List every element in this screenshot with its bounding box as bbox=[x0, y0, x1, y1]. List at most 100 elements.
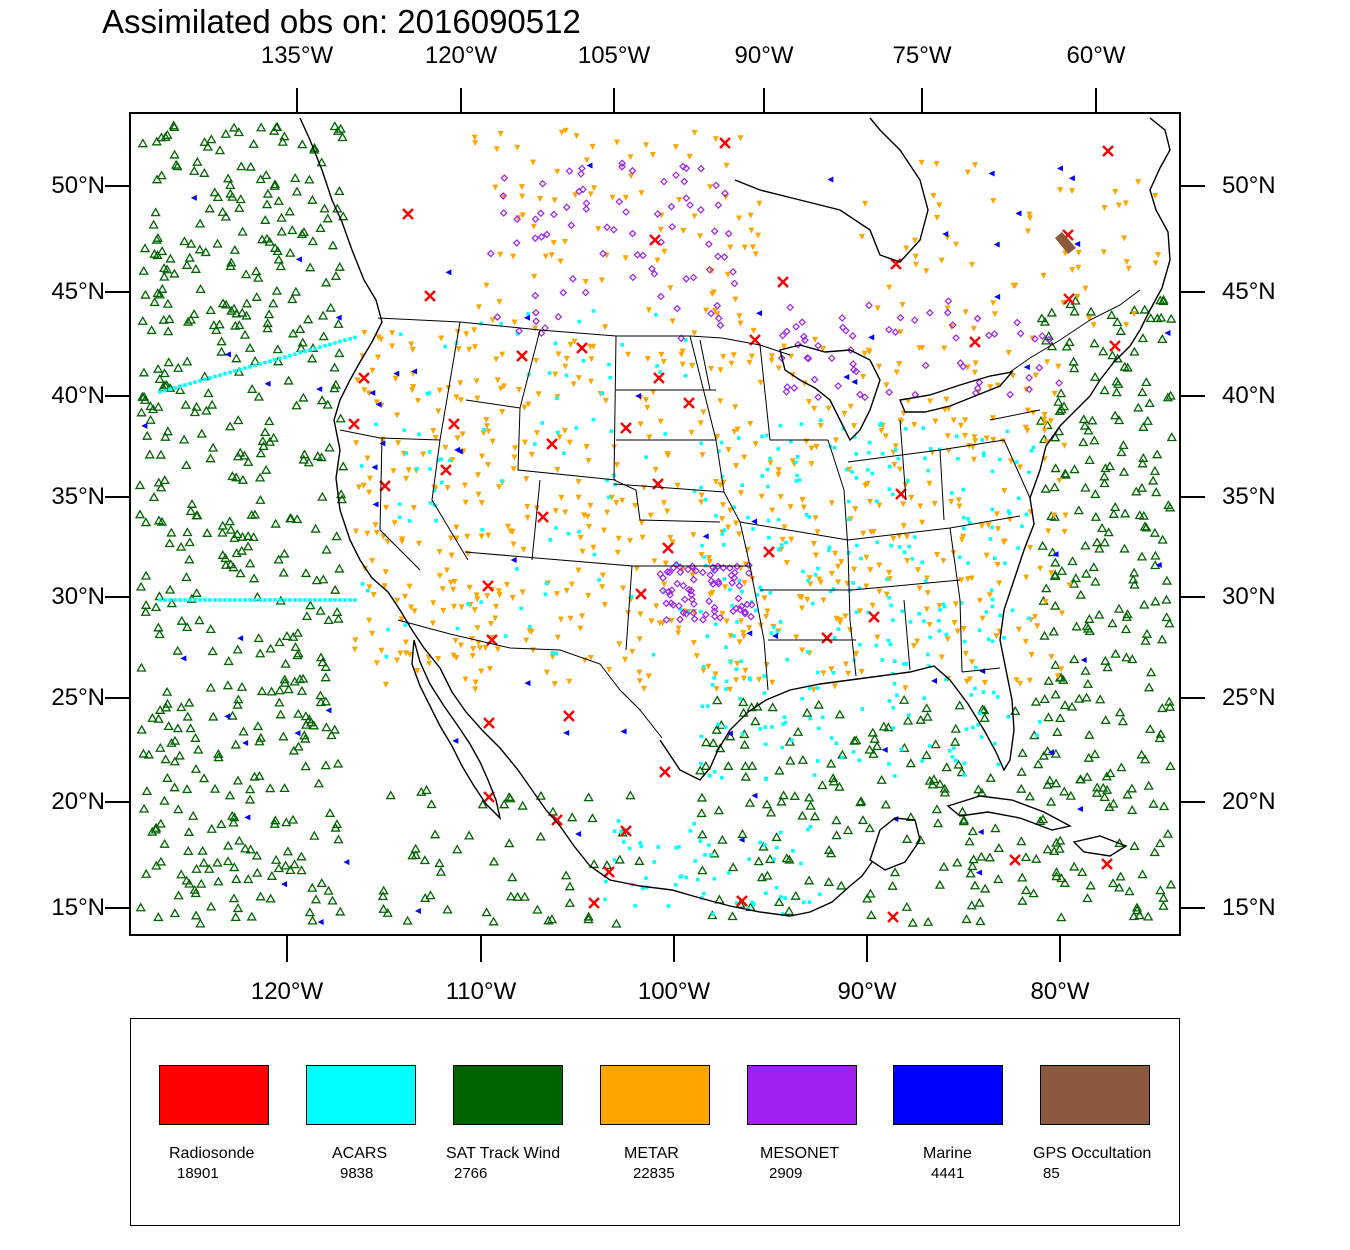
metar-marker bbox=[429, 620, 436, 627]
metar-marker bbox=[452, 637, 459, 644]
acars-marker bbox=[677, 845, 681, 849]
metar-marker bbox=[627, 154, 634, 161]
acars-marker bbox=[600, 391, 604, 396]
mesonet-marker bbox=[628, 166, 637, 175]
metar-marker bbox=[625, 351, 632, 358]
acars-marker bbox=[479, 321, 484, 326]
sat-wind-marker bbox=[268, 298, 279, 308]
acars-marker bbox=[365, 588, 370, 593]
metar-marker bbox=[990, 300, 997, 307]
sat-wind-marker bbox=[1069, 464, 1080, 474]
mesonet-marker bbox=[782, 387, 791, 396]
metar-marker bbox=[375, 334, 382, 341]
sat-wind-marker bbox=[1120, 624, 1132, 634]
sat-wind-marker bbox=[1164, 696, 1175, 706]
metar-marker bbox=[812, 515, 819, 522]
sat-wind-marker bbox=[287, 225, 298, 235]
metar-marker bbox=[728, 360, 735, 367]
sat-wind-marker bbox=[1091, 787, 1103, 797]
sat-wind-marker bbox=[160, 431, 171, 441]
sat-wind-marker bbox=[1045, 796, 1057, 806]
sat-wind-marker bbox=[324, 808, 336, 817]
sat-wind-marker bbox=[237, 474, 249, 484]
mesonet-marker bbox=[603, 223, 611, 232]
sat-wind-marker bbox=[826, 758, 837, 768]
sat-wind-marker bbox=[279, 548, 290, 558]
acars-marker bbox=[895, 693, 899, 698]
mesonet-marker bbox=[662, 615, 671, 624]
right-lat-label: 40°N bbox=[1222, 382, 1276, 409]
sat-wind-marker bbox=[166, 737, 177, 747]
metar-marker bbox=[480, 430, 487, 437]
metar-marker bbox=[585, 457, 592, 464]
sat-wind-marker bbox=[161, 686, 173, 696]
metar-marker bbox=[436, 387, 443, 394]
metar-marker bbox=[779, 536, 786, 543]
metar-marker bbox=[394, 412, 401, 419]
metar-marker bbox=[604, 509, 611, 516]
metar-marker bbox=[933, 214, 940, 221]
metar-marker bbox=[493, 356, 500, 363]
sat-wind-marker bbox=[240, 269, 252, 279]
acars-marker bbox=[303, 598, 307, 602]
metar-marker bbox=[462, 676, 469, 683]
sat-wind-marker bbox=[169, 735, 181, 745]
sat-wind-marker bbox=[488, 856, 500, 866]
sat-wind-marker bbox=[868, 748, 879, 758]
metar-marker bbox=[950, 417, 957, 424]
sat-wind-marker bbox=[317, 310, 329, 320]
sat-wind-marker bbox=[1161, 612, 1172, 622]
acars-marker bbox=[795, 455, 800, 459]
sat-wind-marker bbox=[1035, 816, 1046, 825]
metar-marker bbox=[717, 482, 724, 489]
metar-marker bbox=[471, 134, 478, 141]
sat-wind-marker bbox=[255, 174, 266, 184]
sat-wind-marker bbox=[231, 874, 242, 884]
metar-marker bbox=[654, 257, 661, 264]
acars-marker bbox=[1007, 511, 1012, 516]
sat-wind-marker bbox=[1049, 482, 1060, 492]
sat-wind-marker bbox=[205, 305, 216, 315]
acars-marker bbox=[831, 587, 836, 591]
sat-wind-marker bbox=[902, 715, 914, 725]
acars-marker bbox=[783, 896, 788, 900]
sat-wind-marker bbox=[296, 851, 307, 861]
sat-wind-marker bbox=[195, 284, 206, 294]
hispaniola-outline bbox=[1072, 835, 1128, 857]
metar-marker bbox=[651, 558, 658, 565]
sat-wind-marker bbox=[1129, 567, 1140, 577]
sat-wind-marker bbox=[189, 407, 201, 417]
mesonet-marker bbox=[666, 591, 674, 599]
mesonet-marker bbox=[804, 354, 813, 363]
acars-marker bbox=[353, 335, 357, 340]
sat-wind-marker bbox=[237, 531, 248, 541]
sat-wind-marker bbox=[188, 810, 199, 820]
sat-wind-marker bbox=[269, 818, 280, 828]
sat-wind-marker bbox=[231, 472, 242, 482]
metar-marker bbox=[971, 369, 978, 376]
metar-marker bbox=[482, 645, 489, 652]
metar-marker bbox=[649, 151, 656, 158]
metar-marker bbox=[936, 202, 943, 209]
mesonet-marker bbox=[1006, 390, 1015, 399]
metar-marker bbox=[943, 396, 950, 403]
metar-marker bbox=[719, 502, 726, 509]
metar-marker bbox=[835, 579, 842, 586]
acars-marker bbox=[719, 440, 724, 445]
acars-marker bbox=[752, 902, 756, 907]
acars-marker bbox=[891, 726, 895, 730]
sat-wind-marker bbox=[208, 320, 219, 330]
sat-wind-marker bbox=[1110, 648, 1121, 658]
metar-marker bbox=[489, 438, 496, 445]
metar-marker bbox=[530, 223, 537, 230]
metar-marker bbox=[587, 343, 594, 350]
metar-marker bbox=[788, 536, 795, 543]
left-lat-label: 35°N bbox=[51, 483, 105, 510]
acars-marker bbox=[193, 380, 197, 384]
metar-marker bbox=[395, 440, 402, 447]
metar-marker bbox=[485, 461, 492, 468]
metar-marker bbox=[499, 351, 506, 358]
sat-wind-marker bbox=[143, 749, 154, 759]
mesonet-marker bbox=[705, 265, 714, 274]
metar-marker bbox=[454, 435, 461, 442]
